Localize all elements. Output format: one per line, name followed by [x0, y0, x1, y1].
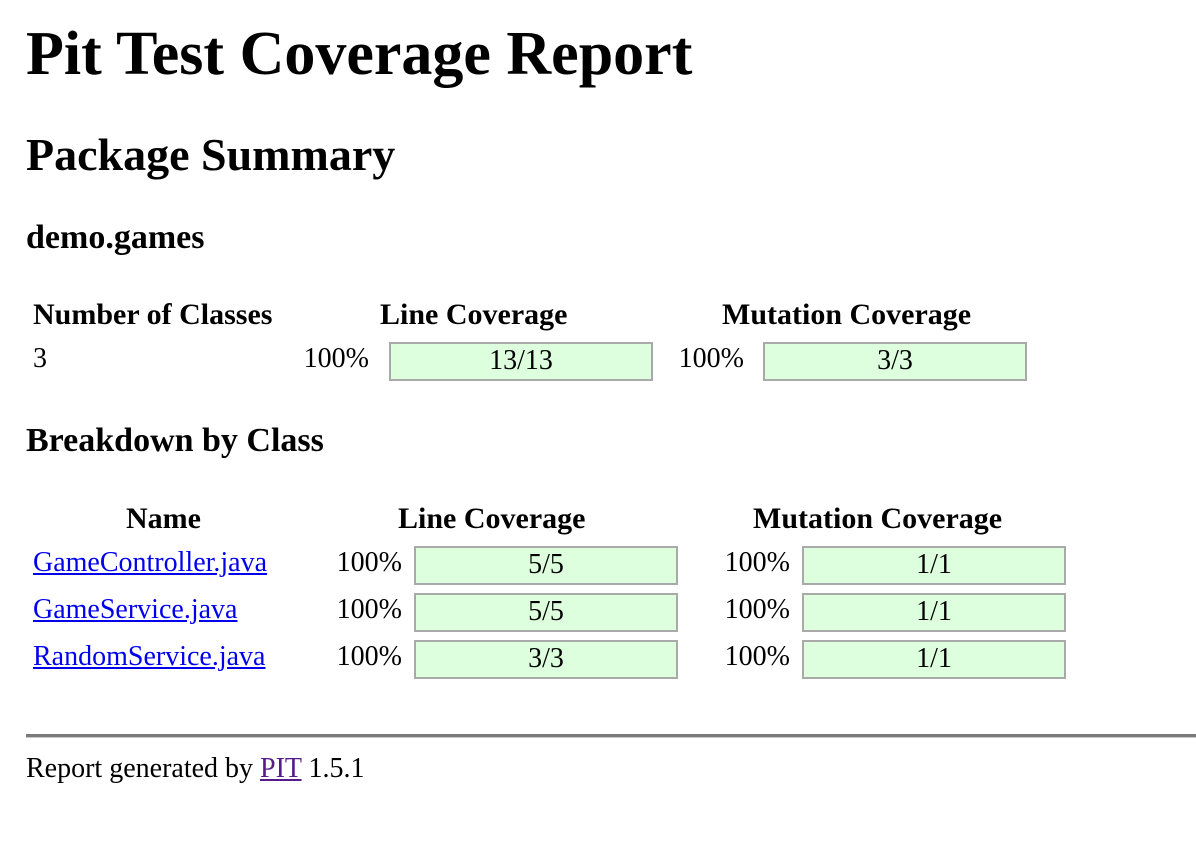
row-mutation-percent: 100%: [724, 594, 790, 625]
coverage-fill: [804, 642, 1064, 677]
row-line-coverage-bar: 5/5: [414, 593, 678, 632]
coverage-fill: [391, 344, 651, 379]
breakdown-header-name: Name: [126, 502, 201, 535]
row-line-coverage-bar: 5/5: [414, 546, 678, 585]
package-name: demo.games: [26, 219, 205, 256]
coverage-fill: [804, 548, 1064, 583]
page-title: Pit Test Coverage Report: [26, 20, 693, 88]
summary-header-line: Line Coverage: [380, 298, 568, 331]
row-mutation-percent: 100%: [724, 641, 790, 672]
row-mutation-coverage-bar: 1/1: [802, 640, 1066, 679]
coverage-ratio: 5/5: [528, 596, 564, 627]
row-line-percent: 100%: [336, 594, 402, 625]
package-summary-heading: Package Summary: [26, 129, 396, 180]
class-link-randomservice[interactable]: RandomService.java: [33, 641, 266, 672]
class-link-gameservice[interactable]: GameService.java: [33, 594, 238, 625]
summary-mutation-coverage-bar: 3/3: [763, 342, 1027, 381]
coverage-fill: [804, 595, 1064, 630]
breakdown-header-line: Line Coverage: [398, 502, 586, 535]
class-link-gamecontroller[interactable]: GameController.java: [33, 547, 268, 578]
footer-divider: [26, 734, 1196, 738]
summary-number-of-classes: 3: [33, 343, 47, 374]
row-line-coverage-bar: 3/3: [414, 640, 678, 679]
coverage-ratio: 3/3: [877, 345, 913, 376]
row-mutation-coverage-bar: 1/1: [802, 546, 1066, 585]
footer: Report generated by PIT 1.5.1: [26, 752, 365, 786]
footer-version: 1.5.1: [308, 753, 365, 784]
row-line-percent: 100%: [336, 547, 402, 578]
summary-line-percent: 100%: [303, 343, 369, 374]
breakdown-heading: Breakdown by Class: [26, 422, 324, 459]
row-line-percent: 100%: [336, 641, 402, 672]
row-mutation-coverage-bar: 1/1: [802, 593, 1066, 632]
summary-mutation-percent: 100%: [678, 343, 744, 374]
coverage-ratio: 1/1: [916, 549, 952, 580]
coverage-ratio: 3/3: [528, 643, 564, 674]
summary-header-classes: Number of Classes: [33, 298, 273, 331]
pit-link[interactable]: PIT: [260, 753, 302, 784]
coverage-ratio: 1/1: [916, 596, 952, 627]
summary-line-coverage-bar: 13/13: [389, 342, 653, 381]
footer-prefix: Report generated by: [26, 753, 254, 784]
coverage-fill: [416, 595, 676, 630]
coverage-ratio: 5/5: [528, 549, 564, 580]
breakdown-header-mutation: Mutation Coverage: [753, 502, 1003, 535]
coverage-fill: [416, 642, 676, 677]
coverage-ratio: 13/13: [489, 345, 553, 376]
summary-header-mutation: Mutation Coverage: [722, 298, 972, 331]
coverage-ratio: 1/1: [916, 643, 952, 674]
coverage-fill: [765, 344, 1025, 379]
row-mutation-percent: 100%: [724, 547, 790, 578]
coverage-fill: [416, 548, 676, 583]
